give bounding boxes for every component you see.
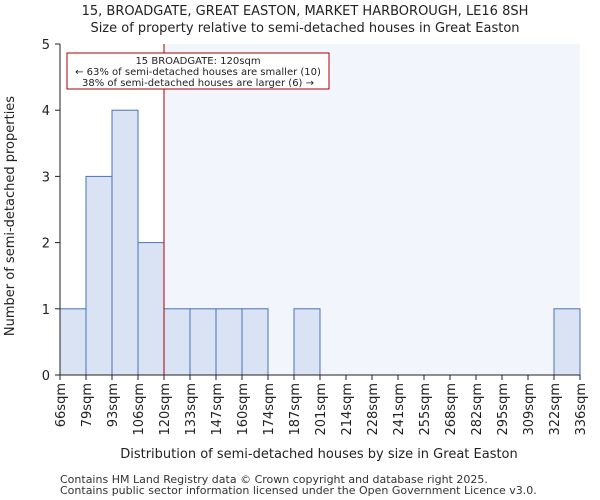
- x-tick-label: 147sqm: [210, 383, 225, 436]
- histogram-bar: [215, 308, 243, 376]
- x-tick-label: 282sqm: [470, 383, 485, 436]
- histogram-bar: [293, 308, 321, 376]
- x-tick-label: 187sqm: [288, 383, 303, 436]
- y-axis-label: Number of semi-detached properties: [3, 96, 18, 336]
- plot-area: 0 1 2 3 4 5 66sqm 79sqm 93sqm 106sqm 120sqm 133sqm 1…: [42, 38, 589, 436]
- y-tick-label: 2: [42, 237, 50, 252]
- x-axis-label: Distribution of semi-detached houses by …: [120, 447, 518, 462]
- x-tick-label: 120sqm: [158, 383, 173, 436]
- x-tick-label: 174sqm: [262, 383, 277, 436]
- histogram-bar: [189, 308, 217, 376]
- x-tick-label: 133sqm: [184, 383, 199, 436]
- histogram-bar: [553, 308, 581, 376]
- y-tick-label: 1: [42, 303, 50, 318]
- x-tick-label: 322sqm: [548, 383, 563, 436]
- footer-copyright: Contains HM Land Registry data © Crown c…: [60, 473, 488, 486]
- histogram-bar: [111, 109, 139, 376]
- annotation-text: ← 63% of semi-detached houses are smalle…: [75, 67, 321, 78]
- y-tick-label: 0: [42, 369, 50, 384]
- chart-title: 15, BROADGATE, GREAT EASTON, MARKET HARB…: [82, 4, 529, 19]
- x-tick-label: 201sqm: [314, 383, 329, 436]
- x-tick-label: 336sqm: [574, 383, 589, 436]
- chart-subtitle: Size of property relative to semi-detach…: [90, 21, 519, 36]
- y-tick-label: 4: [42, 104, 50, 119]
- histogram-bar: [241, 308, 269, 376]
- x-tick-label: 295sqm: [496, 383, 511, 436]
- y-tick-label: 3: [42, 170, 50, 185]
- x-tick-label: 66sqm: [54, 383, 69, 427]
- x-tick-label: 214sqm: [340, 383, 355, 436]
- x-tick-label: 160sqm: [236, 383, 251, 436]
- x-tick-label: 255sqm: [418, 383, 433, 436]
- x-tick-label: 106sqm: [132, 383, 147, 436]
- x-tick-label: 93sqm: [106, 383, 121, 427]
- annotation-box: [66, 52, 330, 90]
- x-tick-label: 241sqm: [392, 383, 407, 436]
- histogram-bar: [163, 308, 191, 376]
- y-tick-label: 5: [42, 38, 50, 53]
- annotation-text: 38% of semi-detached houses are larger (…: [82, 78, 314, 89]
- x-tick-label: 79sqm: [80, 383, 95, 427]
- x-tick-label: 309sqm: [522, 383, 537, 436]
- histogram-bar: [85, 175, 113, 376]
- annotation-text: 15 BROADGATE: 120sqm: [135, 56, 260, 67]
- footer-licence: Contains public sector information licen…: [60, 484, 537, 497]
- histogram-bar: [59, 308, 87, 376]
- histogram-bar: [137, 242, 165, 376]
- x-tick-label: 228sqm: [366, 383, 381, 436]
- x-tick-label: 268sqm: [444, 383, 459, 436]
